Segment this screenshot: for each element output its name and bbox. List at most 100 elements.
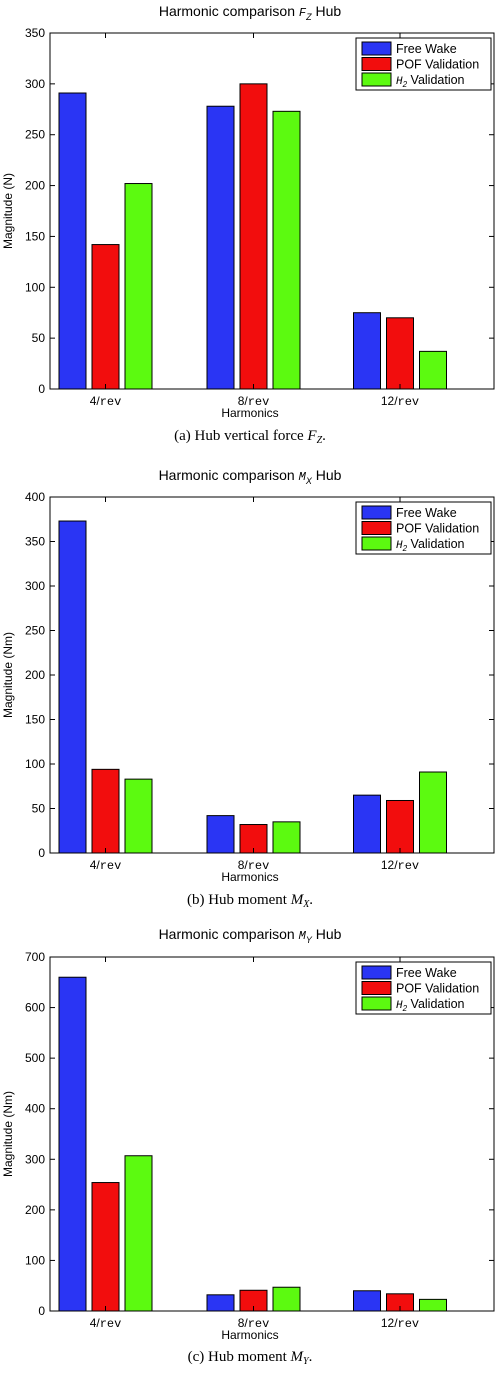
chart-title-subscript: Z (305, 12, 312, 22)
legend-label: H2 Validation (396, 73, 465, 89)
figure-caption: (b) Hub moment MX. (187, 892, 313, 910)
x-tick-label-unit: rev (398, 859, 420, 873)
y-tick-label: 300 (25, 77, 45, 91)
bar (353, 794, 381, 854)
x-tick-label-unit: rev (398, 395, 420, 409)
figure-caption: (a) Hub vertical force FZ. (174, 428, 326, 446)
legend-label-subscript: 2 (402, 80, 408, 89)
caption-prefix: (c) Hub moment (188, 1349, 291, 1365)
y-tick-label: 350 (25, 26, 45, 40)
x-tick-label-number: 12/ (381, 858, 398, 872)
x-tick-label-number: 4/ (90, 858, 101, 872)
chart-title: Harmonic comparison FZ Hub (159, 3, 342, 22)
x-tick-label-number: 12/ (381, 1316, 398, 1330)
y-tick-label: 250 (25, 128, 45, 142)
y-tick-label: 200 (25, 1203, 45, 1217)
y-tick-label: 100 (25, 757, 45, 771)
bar (386, 317, 414, 390)
x-tick-label-unit: rev (248, 395, 270, 409)
y-tick-label: 150 (25, 229, 45, 243)
x-tick-label-number: 4/ (90, 394, 101, 408)
chart-title: Harmonic comparison MX Hub (159, 467, 342, 486)
y-tick-label: 0 (38, 846, 45, 860)
bar (419, 1298, 447, 1312)
legend-label-rest: Validation (407, 997, 464, 1011)
y-tick-label: 100 (25, 1253, 45, 1267)
bar (91, 1182, 120, 1312)
bar (353, 312, 381, 390)
y-tick-label: 300 (25, 1152, 45, 1166)
legend-swatch (361, 536, 392, 551)
legend-swatch (361, 996, 392, 1011)
bar (386, 799, 414, 854)
bar (206, 1294, 235, 1312)
y-tick-label: 200 (25, 179, 45, 193)
x-tick-label-unit: rev (100, 859, 122, 873)
y-tick-label: 200 (25, 668, 45, 682)
x-tick-label-number: 12/ (381, 394, 398, 408)
x-tick-label-number: 8/ (238, 858, 249, 872)
caption-symbol: M (290, 1349, 305, 1365)
legend-label: Free Wake (396, 42, 457, 56)
bar (419, 350, 447, 390)
chart-title-suffix: Hub (312, 926, 342, 942)
legend-swatch (361, 505, 392, 520)
x-tick-label: 4/rev (90, 858, 122, 873)
legend-swatch (361, 57, 392, 71)
y-axis-label: Magnitude (Nm) (1, 1091, 15, 1177)
x-tick-label: 8/rev (238, 1316, 270, 1331)
bar (124, 778, 153, 854)
x-tick-label: 12/rev (381, 394, 419, 409)
legend-label: POF Validation (396, 522, 479, 536)
y-tick-label: 50 (32, 802, 46, 816)
legend-swatch (361, 965, 392, 980)
bar (91, 244, 120, 390)
caption-suffix: . (309, 1349, 313, 1365)
x-tick-label-unit: rev (100, 1317, 122, 1331)
x-tick-label: 12/rev (381, 858, 419, 873)
x-tick-label: 4/rev (90, 1316, 122, 1331)
x-tick-label: 12/rev (381, 1316, 419, 1331)
bar (206, 105, 235, 390)
y-tick-label: 150 (25, 713, 45, 727)
caption-symbol: M (290, 892, 305, 908)
chart-panel-1: Harmonic comparison FZ Hub05010015020025… (1, 3, 495, 446)
y-tick-label: 400 (25, 1102, 45, 1116)
chart-panel-3: Harmonic comparison MY Hub01002003004005… (1, 926, 495, 1367)
legend-label: Free Wake (396, 966, 457, 980)
legend-label-rest: Validation (407, 73, 464, 87)
bar (58, 976, 87, 1312)
caption-subscript: X (302, 899, 310, 910)
bar (353, 1290, 381, 1312)
chart-title-prefix: Harmonic comparison (159, 3, 299, 19)
legend-label-subscript: 2 (402, 1004, 408, 1013)
x-tick-label-unit: rev (100, 395, 122, 409)
chart-title-prefix: Harmonic comparison (159, 926, 299, 942)
caption-symbol: F (306, 428, 317, 444)
y-tick-label: 300 (25, 579, 45, 593)
chart-title-symbol: M (299, 929, 307, 943)
legend-label-symbol: H (396, 76, 403, 88)
x-tick-label-number: 8/ (238, 1316, 249, 1330)
bar (272, 110, 301, 390)
chart-title: Harmonic comparison MY Hub (159, 926, 342, 945)
chart-title-symbol: M (299, 470, 307, 484)
y-tick-label: 0 (38, 382, 45, 396)
y-tick-label: 250 (25, 624, 45, 638)
chart-title-prefix: Harmonic comparison (159, 467, 299, 483)
legend-label-symbol: H (396, 540, 403, 552)
x-tick-label-unit: rev (248, 859, 270, 873)
bar (58, 520, 87, 854)
caption-prefix: (b) Hub moment (187, 892, 291, 908)
y-axis-label: Magnitude (N) (1, 173, 15, 249)
bar (272, 821, 301, 854)
legend-swatch (361, 521, 392, 535)
legend-label-rest: Validation (407, 537, 464, 551)
chart-panel-2: Harmonic comparison MX Hub05010015020025… (1, 467, 495, 910)
chart-title-suffix: Hub (312, 467, 342, 483)
bar (91, 768, 120, 854)
